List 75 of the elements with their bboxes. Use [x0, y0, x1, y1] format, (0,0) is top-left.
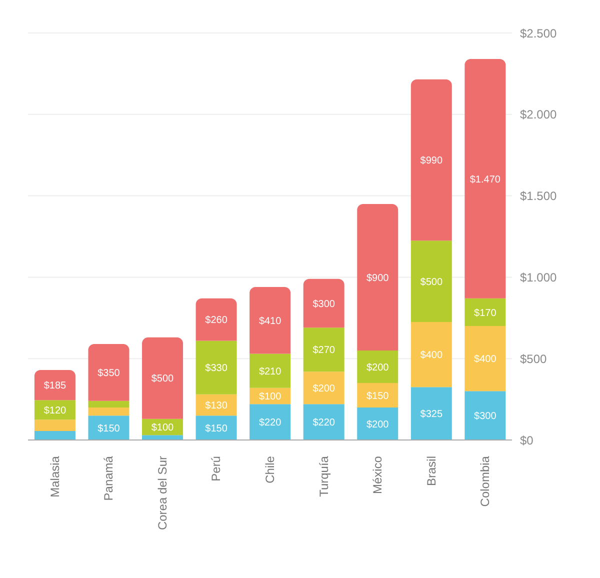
data-label: $330 [205, 363, 228, 374]
bar [196, 416, 237, 440]
data-label: $270 [312, 345, 336, 356]
bar [88, 400, 130, 408]
data-label: $100 [151, 422, 174, 434]
bar [357, 383, 398, 408]
data-label: $200 [312, 383, 336, 394]
data-label: $150 [98, 423, 120, 434]
data-label: $990 [420, 156, 443, 167]
data-label: $400 [474, 354, 497, 366]
bar [464, 391, 506, 440]
bar [303, 404, 344, 440]
data-label: $150 [205, 423, 228, 434]
bar [303, 372, 344, 404]
x-tick-label: Chile [263, 456, 277, 484]
data-label: $150 [366, 390, 390, 402]
bar [410, 322, 452, 388]
data-label: $120 [44, 405, 67, 416]
bar [142, 435, 184, 440]
bar [34, 431, 76, 440]
data-label: $200 [366, 362, 390, 374]
bar [88, 407, 130, 416]
x-tick-label: Colombia [478, 456, 492, 507]
bar [464, 326, 506, 392]
bar [357, 204, 398, 350]
data-label: $500 [151, 374, 174, 385]
y-tick-label: $1.500 [520, 189, 558, 204]
y-tick-label: $500 [520, 352, 548, 366]
bar [34, 420, 76, 432]
bar [464, 298, 506, 326]
data-label: $350 [98, 368, 120, 379]
x-tick-label: Perú [209, 456, 224, 482]
bar [410, 240, 452, 322]
bar [464, 59, 506, 298]
data-label: $900 [366, 272, 390, 284]
data-label: $130 [205, 400, 228, 412]
data-label: $300 [474, 411, 497, 422]
data-label: $220 [258, 418, 282, 429]
data-label: $220 [312, 418, 336, 429]
data-label: $210 [258, 366, 282, 378]
bar [303, 278, 344, 328]
bar [250, 354, 291, 388]
data-label: $1.470 [470, 174, 501, 186]
y-tick-label: $2.000 [520, 108, 558, 122]
bar [34, 370, 76, 400]
bar [357, 350, 398, 384]
x-tick-label: Turquía [316, 456, 331, 497]
bar [142, 337, 184, 419]
data-label: $300 [312, 298, 336, 310]
data-label: $410 [258, 316, 282, 327]
bar [196, 340, 237, 394]
y-tick-label: $2.500 [520, 26, 558, 40]
bar [250, 286, 291, 354]
bar [410, 79, 452, 241]
x-tick-label: Corea del Sur [155, 456, 170, 530]
bar [303, 328, 344, 372]
bar [410, 387, 452, 440]
bar [196, 298, 237, 341]
y-tick-label: $1.000 [520, 270, 558, 284]
data-label: $325 [420, 409, 443, 420]
bar [88, 344, 130, 401]
y-tick-label: $0 [520, 433, 534, 448]
data-label: $500 [420, 276, 443, 288]
data-label: $100 [258, 392, 282, 403]
x-tick-label: Brasil [424, 456, 438, 486]
data-label: $170 [474, 308, 497, 319]
x-tick-label: Panamá [102, 456, 116, 501]
bar [250, 404, 291, 440]
data-label: $200 [366, 419, 390, 430]
data-label: $185 [44, 380, 67, 392]
data-label: $400 [420, 350, 443, 362]
x-tick-label: Malasia [48, 456, 62, 498]
bar [357, 407, 398, 440]
x-tick-label: México [370, 456, 385, 494]
data-label: $260 [205, 315, 228, 326]
